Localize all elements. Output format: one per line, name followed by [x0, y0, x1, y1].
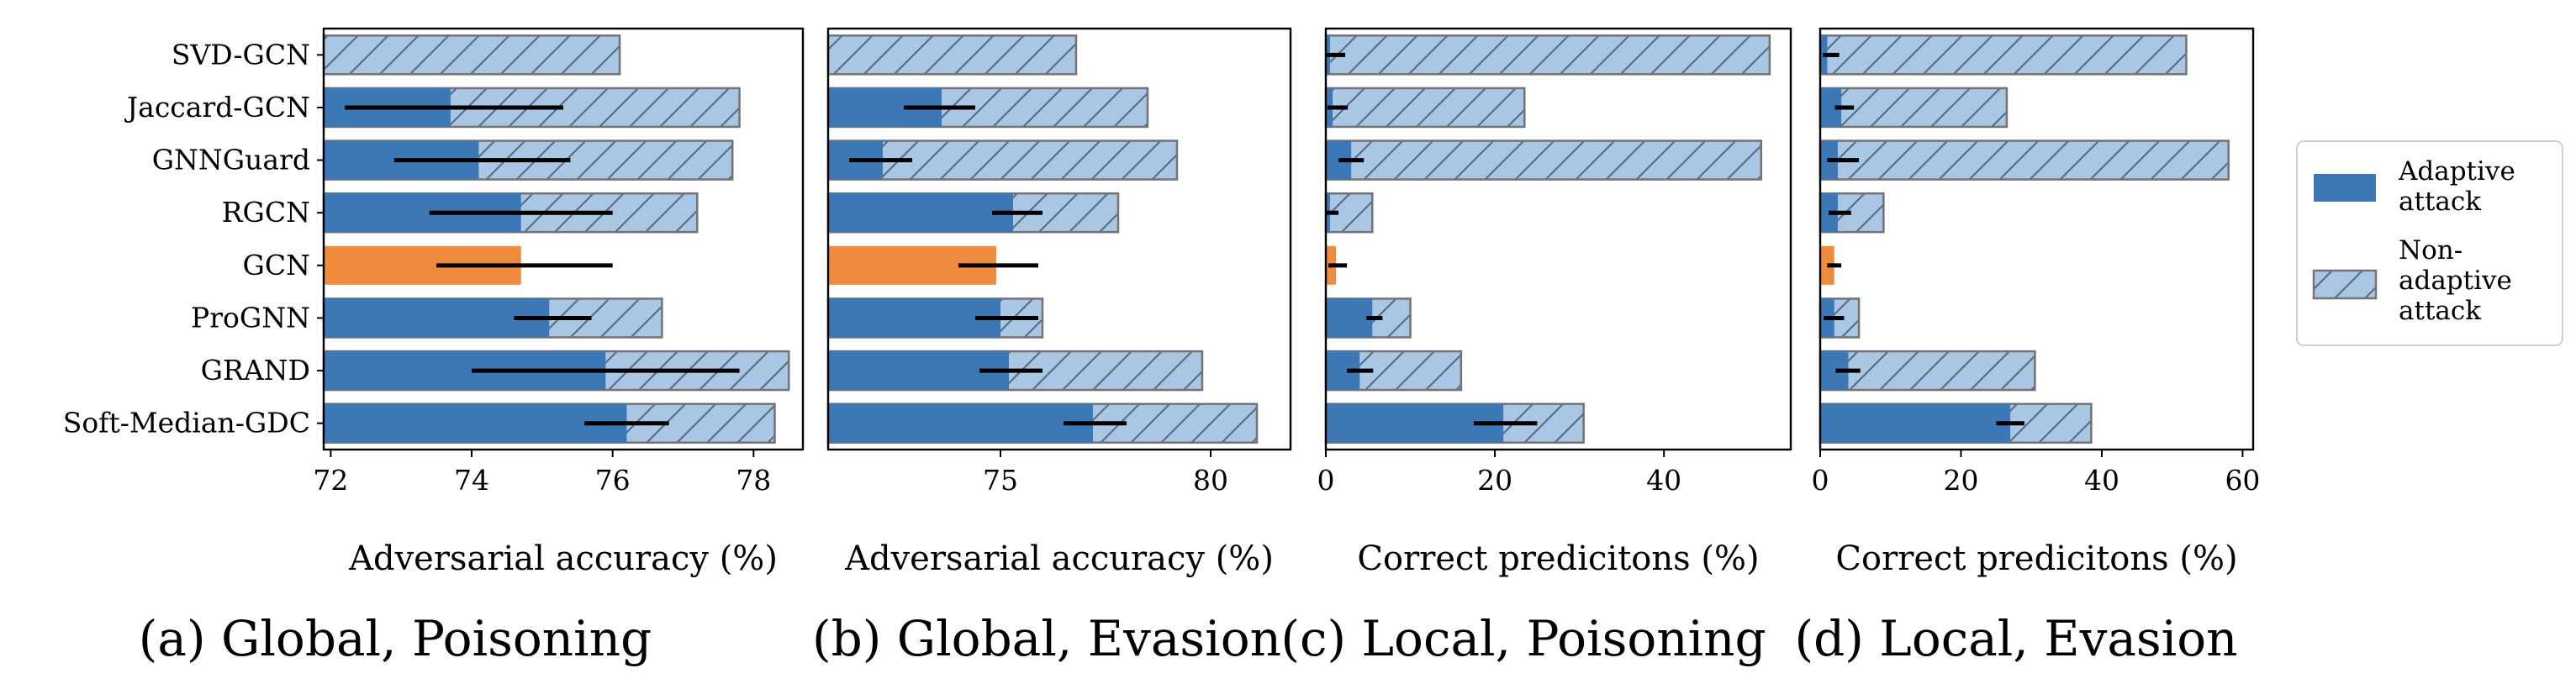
xtick-label: 78: [736, 464, 771, 497]
legend-nonadaptive-label-line2: adaptive: [2399, 266, 2512, 296]
legend-adaptive-label-line1: Adaptive: [2398, 156, 2515, 187]
ytick-label-prognn: ProGNN: [191, 301, 310, 334]
bar-adaptive-soft-median-gdc: [324, 403, 627, 443]
xtick-label: 20: [1477, 464, 1512, 497]
xtick-label: 40: [2084, 464, 2119, 497]
ytick-label-svd-gcn: SVD-GCN: [172, 38, 310, 71]
bar-adaptive-prognn: [1326, 298, 1373, 338]
bar-adaptive-grand: [828, 351, 1009, 391]
legend-nonadaptive-label-line3: attack: [2399, 296, 2481, 326]
panel-3: 0 20 40 Correct predicitons (%) (c) Local, P…: [1280, 27, 1792, 667]
bar-nonadaptive-gnnguard: [1324, 139, 1763, 181]
ytick-label-grand: GRAND: [201, 354, 310, 387]
axes-frame: [1324, 27, 1792, 451]
legend: Adaptive attack Non- adaptive attack: [2296, 140, 2563, 346]
legend-swatch-nonadaptive: [2312, 269, 2378, 300]
bar-adaptive-soft-median-gdc: [1820, 403, 2011, 443]
xtick-label: 76: [595, 464, 631, 497]
axes-frame: [322, 27, 805, 451]
panel-1: SVD-GCN Jaccard-GCN GNNGuard RGCN GCN ProGNN G…: [63, 27, 805, 667]
ytick-label-jaccard-gcn: Jaccard-GCN: [124, 91, 310, 124]
bar-nonadaptive-svd-gcn: [1324, 34, 1771, 76]
panel-caption: (a) Global, Poisoning: [139, 610, 652, 667]
axes-frame: [1819, 27, 2255, 451]
bar-adaptive-prognn: [828, 298, 1000, 338]
bar-nonadaptive-gnnguard: [1819, 139, 2230, 181]
panel-caption: (b) Global, Evasion: [812, 610, 1281, 667]
x-axis-label: Adversarial accuracy (%): [348, 539, 778, 578]
legend-adaptive-label-line2: attack: [2399, 187, 2481, 217]
bar-adaptive-soft-median-gdc: [828, 403, 1093, 443]
xtick-label: 80: [1193, 464, 1228, 497]
legend-swatch-adaptive: [2314, 174, 2376, 202]
xtick-label: 74: [454, 464, 489, 497]
axes-frame: [826, 27, 1292, 451]
x-axis-label: Correct predicitons (%): [1357, 539, 1759, 578]
xtick-label: 40: [1646, 464, 1681, 497]
ytick-label-gcn: GCN: [243, 249, 311, 281]
xtick-label: 75: [983, 464, 1018, 497]
bar-nonadaptive-jaccard-gcn: [1324, 87, 1526, 129]
legend-nonadaptive-label-line1: Non-: [2399, 235, 2463, 266]
xtick-label: 20: [1943, 464, 1978, 497]
xtick-label: 0: [1812, 464, 1829, 497]
panel-caption: (d) Local, Evasion: [1794, 610, 2237, 667]
bar-adaptive-rgcn: [828, 193, 1013, 233]
x-axis-label: Correct predicitons (%): [1835, 539, 2237, 578]
x-axis-label: Adversarial accuracy (%): [844, 539, 1274, 578]
ytick-label-soft-median-gdc: Soft-Median-GDC: [63, 407, 310, 439]
xtick-label: 0: [1317, 464, 1335, 497]
bar-nonadaptive-svd-gcn: [1819, 34, 2188, 76]
panel-caption: (c) Local, Poisoning: [1280, 610, 1766, 667]
bar-adaptive-prognn: [324, 298, 550, 338]
ytick-label-rgcn: RGCN: [222, 196, 310, 229]
panel-2: 75 80 Adversarial accuracy (%) (b) Global, …: [812, 27, 1292, 667]
xtick-label: 72: [313, 464, 348, 497]
ytick-label-gnnguard: GNNGuard: [152, 144, 310, 176]
bar-nonadaptive-svd-gcn: [322, 34, 621, 76]
xtick-label: 60: [2225, 464, 2260, 497]
bar-nonadaptive-svd-gcn: [826, 34, 1078, 76]
panel-4: 0 20 40 60 Correct predicitons (%) (d) Local,…: [1794, 27, 2260, 667]
